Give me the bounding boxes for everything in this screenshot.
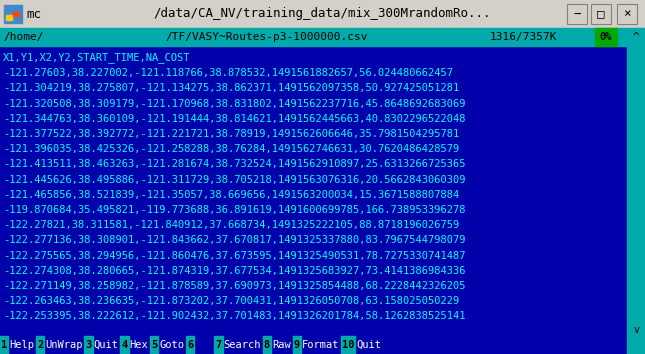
Text: □: □ bbox=[597, 7, 605, 21]
Text: 0%: 0% bbox=[600, 32, 612, 42]
Bar bbox=[4, 5, 22, 23]
Bar bbox=[150, 336, 159, 353]
Text: 7: 7 bbox=[215, 340, 222, 350]
Text: -121.413511,38.463263,-121.281674,38.732524,1491562910897,25.6313266725365: -121.413511,38.463263,-121.281674,38.732… bbox=[3, 159, 466, 170]
Text: 6: 6 bbox=[187, 340, 194, 350]
Bar bbox=[0, 46, 627, 336]
Text: -121.377522,38.392772,-121.221721,38.78919,1491562606646,35.7981504295781: -121.377522,38.392772,-121.221721,38.789… bbox=[3, 129, 459, 139]
Text: X1,Y1,X2,Y2,START_TIME,NA_COST: X1,Y1,X2,Y2,START_TIME,NA_COST bbox=[3, 52, 190, 63]
Text: 1316/7357K: 1316/7357K bbox=[490, 32, 557, 42]
Text: UnWrap: UnWrap bbox=[45, 340, 83, 350]
Text: ×: × bbox=[623, 7, 631, 21]
Bar bbox=[341, 336, 355, 353]
Text: -119.870684,35.495821,-119.773688,36.891619,1491600699785,166.738953396278: -119.870684,35.495821,-119.773688,36.891… bbox=[3, 205, 466, 215]
Bar bbox=[263, 336, 271, 353]
Text: 3: 3 bbox=[85, 340, 92, 350]
Bar bbox=[13, 12, 19, 16]
Text: Quit: Quit bbox=[357, 340, 381, 350]
Text: 2: 2 bbox=[37, 340, 43, 350]
Text: -121.465856,38.521839,-121.35057,38.669656,1491563200034,15.3671588807884: -121.465856,38.521839,-121.35057,38.6696… bbox=[3, 190, 459, 200]
Text: ^: ^ bbox=[632, 32, 639, 42]
Text: Search: Search bbox=[224, 340, 261, 350]
Bar bbox=[6, 15, 12, 20]
Bar bbox=[567, 4, 587, 24]
Text: mc: mc bbox=[26, 7, 41, 21]
Bar bbox=[0, 336, 8, 353]
Text: Goto: Goto bbox=[159, 340, 184, 350]
Text: Raw: Raw bbox=[272, 340, 291, 350]
Bar bbox=[595, 28, 617, 46]
Bar bbox=[627, 46, 645, 336]
Text: Help: Help bbox=[9, 340, 34, 350]
Bar bbox=[617, 4, 637, 24]
Text: -122.277136,38.308901,-121.843662,37.670817,1491325337880,83.7967544798079: -122.277136,38.308901,-121.843662,37.670… bbox=[3, 235, 466, 245]
Text: 8: 8 bbox=[264, 340, 270, 350]
Text: -122.27821,38.311581,-121.840912,37.668734,1491325222105,88.8718196026759: -122.27821,38.311581,-121.840912,37.6687… bbox=[3, 220, 459, 230]
Bar bbox=[186, 336, 194, 353]
Bar bbox=[591, 4, 611, 24]
Text: Format: Format bbox=[302, 340, 339, 350]
Text: -121.344763,38.360109,-121.191444,38.814621,1491562445663,40.8302296522048: -121.344763,38.360109,-121.191444,38.814… bbox=[3, 114, 466, 124]
Bar bbox=[84, 336, 93, 353]
Bar bbox=[627, 336, 645, 354]
Text: 9: 9 bbox=[293, 340, 300, 350]
Text: Hex: Hex bbox=[130, 340, 148, 350]
Text: /home/: /home/ bbox=[3, 32, 43, 42]
Bar bbox=[0, 336, 627, 354]
Text: -122.275565,38.294956,-121.860476,37.673595,1491325490531,78.7275330741487: -122.275565,38.294956,-121.860476,37.673… bbox=[3, 251, 466, 261]
Text: -121.445626,38.495886,-121.311729,38.705218,1491563076316,20.5662843060309: -121.445626,38.495886,-121.311729,38.705… bbox=[3, 175, 466, 184]
Bar bbox=[214, 336, 223, 353]
Bar bbox=[36, 336, 45, 353]
Text: −: − bbox=[573, 7, 580, 21]
Text: -121.304219,38.275807,-121.134275,38.862371,1491562097358,50.927425051281: -121.304219,38.275807,-121.134275,38.862… bbox=[3, 84, 459, 93]
Text: -121.27603,38.227002,-121.118766,38.878532,1491561882657,56.024480662457: -121.27603,38.227002,-121.118766,38.8785… bbox=[3, 68, 453, 78]
Bar bbox=[121, 336, 128, 353]
Bar bbox=[0, 28, 619, 46]
Bar bbox=[619, 28, 645, 46]
Text: 10: 10 bbox=[342, 340, 355, 350]
Text: -121.320508,38.309179,-121.170968,38.831802,1491562237716,45.8648692683069: -121.320508,38.309179,-121.170968,38.831… bbox=[3, 99, 466, 109]
Bar bbox=[0, 0, 645, 28]
Text: -121.396035,38.425326,-121.258288,38.76284,1491562746631,30.7620486428579: -121.396035,38.425326,-121.258288,38.762… bbox=[3, 144, 459, 154]
Text: -122.274308,38.280665,-121.874319,37.677534,1491325683927,73.4141386984336: -122.274308,38.280665,-121.874319,37.677… bbox=[3, 266, 466, 276]
Text: v: v bbox=[633, 325, 639, 335]
Bar bbox=[293, 336, 301, 353]
Text: -122.271149,38.258982,-121.878589,37.690973,1491325854488,68.2228442326205: -122.271149,38.258982,-121.878589,37.690… bbox=[3, 281, 466, 291]
Text: /data/CA_NV/training_data/mix_300MrandomRo...: /data/CA_NV/training_data/mix_300Mrandom… bbox=[154, 7, 491, 21]
Text: -122.253395,38.222612,-121.902432,37.701483,1491326201784,58.1262838525141: -122.253395,38.222612,-121.902432,37.701… bbox=[3, 312, 466, 321]
Text: 1: 1 bbox=[1, 340, 7, 350]
Text: Quit: Quit bbox=[94, 340, 119, 350]
Text: 5: 5 bbox=[151, 340, 157, 350]
Text: -122.263463,38.236635,-121.873202,37.700431,1491326050708,63.158025050229: -122.263463,38.236635,-121.873202,37.700… bbox=[3, 296, 459, 306]
Text: 4: 4 bbox=[121, 340, 128, 350]
Text: /TF/VASY~Routes-p3-1000000.csv: /TF/VASY~Routes-p3-1000000.csv bbox=[165, 32, 368, 42]
